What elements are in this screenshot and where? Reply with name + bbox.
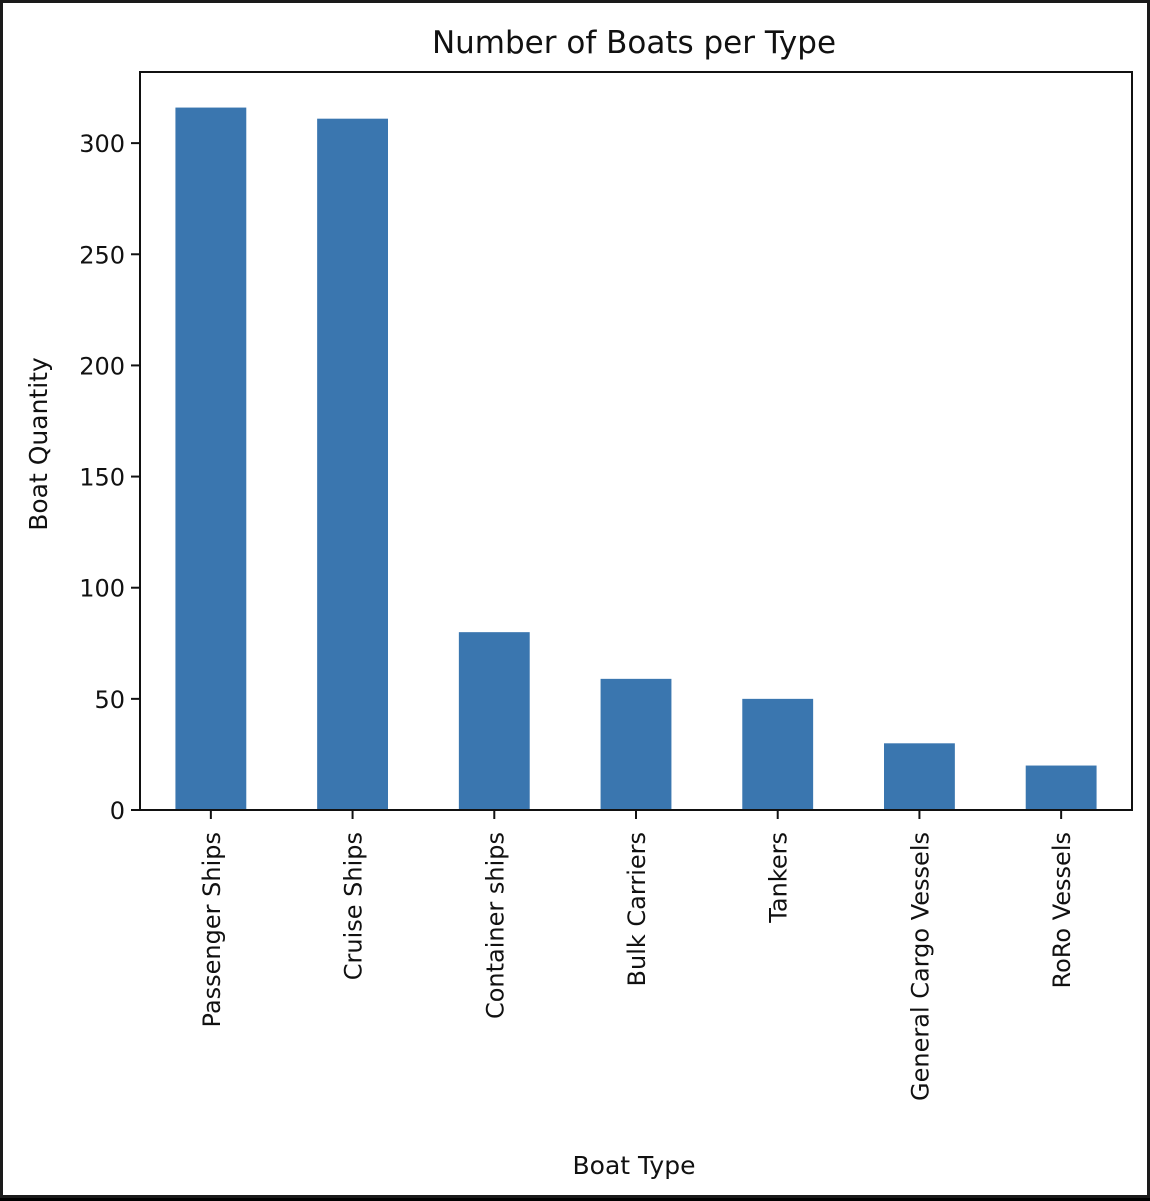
- y-tick-label: 200: [79, 352, 125, 380]
- y-tick-label: 0: [110, 797, 125, 825]
- x-tick-label: Container ships: [481, 832, 509, 1019]
- bar-roro-vessels: [1025, 765, 1097, 810]
- chart-title: Number of Boats per Type: [432, 25, 836, 61]
- bars-group: [175, 107, 1097, 810]
- x-tick-label: Cruise Ships: [340, 832, 368, 980]
- x-axis: Passenger Ships Cruise Ships Container shi…: [198, 810, 1076, 1101]
- bar-tankers: [742, 698, 814, 810]
- x-tick-label: Passenger Ships: [198, 832, 226, 1027]
- bar-general-cargo-vessels: [884, 743, 955, 810]
- y-tick-label: 100: [79, 575, 125, 603]
- bar-passenger-ships: [175, 107, 247, 810]
- y-tick-label: 250: [79, 241, 125, 269]
- bar-cruise-ships: [317, 118, 388, 810]
- y-axis: 0 50 100 150 200 250 300: [79, 130, 140, 825]
- x-tick-label: Tankers: [765, 832, 793, 924]
- y-axis-label: Boat Quantity: [24, 357, 53, 531]
- x-tick-label: General Cargo Vessels: [906, 832, 934, 1101]
- x-tick-label: RoRo Vessels: [1048, 832, 1076, 988]
- y-tick-label: 50: [94, 686, 125, 714]
- x-axis-label: Boat Type: [573, 1151, 696, 1180]
- bar-container-ships: [458, 632, 530, 810]
- bar-chart: Number of Boats per Type 0 50 100 150 200 250…: [24, 25, 1133, 1180]
- bar-bulk-carriers: [600, 678, 672, 810]
- y-tick-label: 150: [79, 464, 125, 492]
- y-tick-label: 300: [79, 130, 125, 158]
- x-tick-label: Bulk Carriers: [623, 832, 651, 986]
